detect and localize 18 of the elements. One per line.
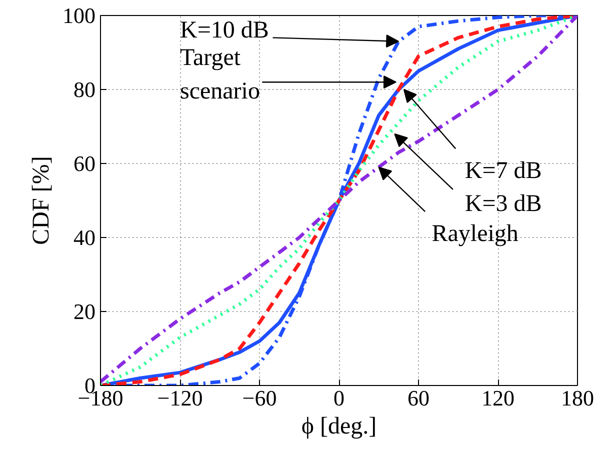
y-tick-label: 100 — [62, 3, 96, 28]
annotation: K=3 dB — [464, 191, 542, 218]
x-tick-label: −60 — [242, 386, 277, 410]
x-tick-label: 0 — [334, 386, 344, 410]
annotation: Target scenario — [180, 44, 260, 105]
x-axis-title: ϕ [deg.] — [301, 414, 377, 440]
annotation: K=7 dB — [464, 158, 542, 184]
x-tick-label: 180 — [561, 386, 594, 410]
annotation: Rayleigh — [432, 220, 518, 247]
y-tick-label: 60 — [74, 151, 96, 176]
y-tick-label: 80 — [74, 77, 96, 102]
y-axis-title: CDF [%] — [28, 156, 54, 245]
x-tick-label: 120 — [482, 386, 514, 410]
x-tick-label: −120 — [157, 386, 203, 410]
y-tick-label: 40 — [74, 225, 96, 250]
annotation: K=10 dB — [180, 17, 269, 44]
x-tick-label: 60 — [408, 386, 430, 410]
y-tick-label: 20 — [74, 299, 96, 324]
